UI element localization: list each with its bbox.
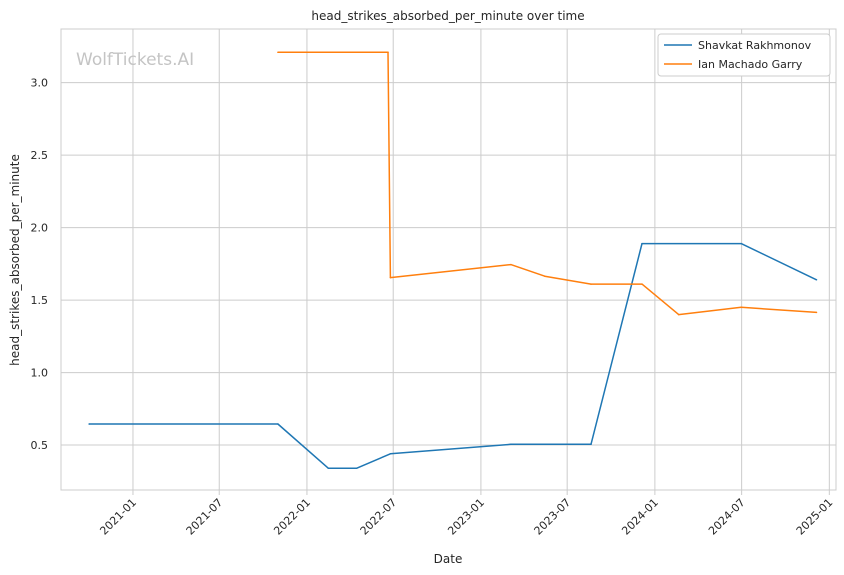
legend-box <box>657 33 831 77</box>
y-tick-label: 3.0 <box>31 77 49 90</box>
y-tick-label: 1.5 <box>31 294 49 307</box>
data-point <box>590 443 592 446</box>
data-point <box>641 283 643 285</box>
y-tick-label: 1.0 <box>31 367 49 380</box>
grid <box>61 29 836 490</box>
series-layer <box>88 51 818 470</box>
legend-label-ian: Ian Machado Garry <box>698 58 803 71</box>
data-point <box>740 306 742 309</box>
data-point <box>389 453 392 455</box>
legend-label-shavkat: Shavkat Rakhmonov <box>698 39 812 52</box>
watermark: WolfTickets.AI <box>76 50 194 70</box>
chart-title: head_strikes_absorbed_per_minute over ti… <box>311 9 584 23</box>
data-point <box>641 242 643 245</box>
data-point <box>387 51 389 53</box>
data-point <box>389 276 392 279</box>
series-line-0 <box>89 242 817 470</box>
data-point <box>544 275 546 277</box>
y-axis-label: head_strikes_absorbed_per_minute <box>8 154 22 366</box>
data-point <box>277 51 279 53</box>
y-tick-label: 2.0 <box>31 222 49 235</box>
y-tick-label: 2.5 <box>31 149 49 162</box>
series-line-1 <box>277 51 817 316</box>
x-axis-label: Date <box>434 552 463 566</box>
y-axis-ticks: 0.5 1.0 1.5 2.0 2.5 3.0 <box>31 77 49 452</box>
data-point <box>510 443 512 446</box>
data-point <box>355 467 358 470</box>
y-tick-label: 0.5 <box>31 439 49 452</box>
data-point <box>327 467 330 470</box>
legend: Shavkat Rakhmonov Ian Machado Garry <box>657 33 831 77</box>
data-point <box>88 423 90 425</box>
data-point <box>510 263 512 266</box>
data-point <box>590 283 592 285</box>
data-point <box>677 313 680 316</box>
data-point <box>815 311 818 314</box>
data-point <box>815 279 818 281</box>
data-point <box>740 242 742 245</box>
plot-area <box>60 28 837 491</box>
data-point <box>277 423 279 425</box>
